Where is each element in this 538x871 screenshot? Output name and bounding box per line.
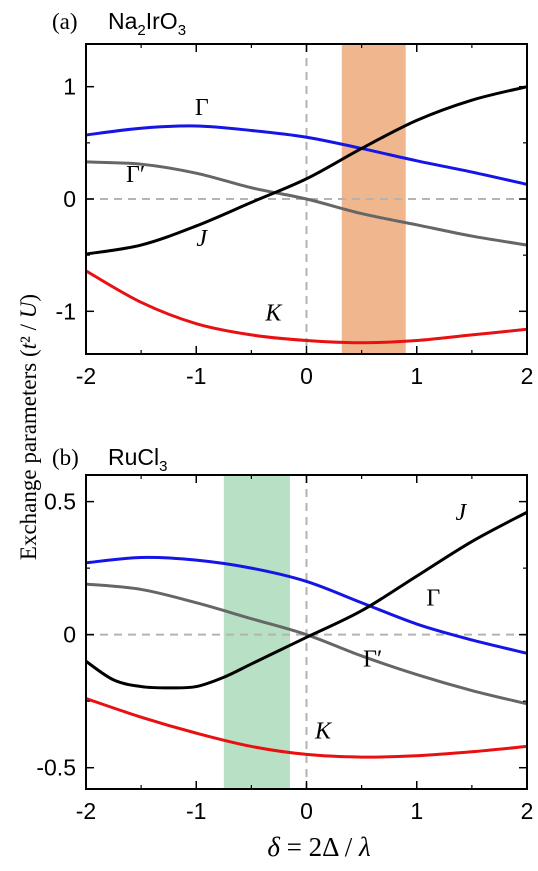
x-tick-label: 2 [521,363,534,389]
series-line [86,582,527,706]
panel-a-label: (a) [52,9,78,34]
shaded-region [223,475,290,789]
y-tick-label: 0 [63,186,76,212]
series-line [86,85,527,256]
x-tick-label: 1 [410,798,423,824]
y-tick-label: -0.5 [36,755,76,781]
x-tick-label: -2 [76,363,96,389]
material-part: RuCl [108,444,159,470]
panel-a: (a) Na2IrO3 ΓΓ′JK-2 -1 0 1 2-101 [52,8,533,389]
series-label: J [196,226,208,252]
x-tick-label: 0 [300,798,313,824]
x-tick-label: 1 [410,363,423,389]
x-tick-label: -2 [76,798,96,824]
series-group [86,85,527,345]
y-tick-label: 0 [63,622,76,648]
series-label: Γ′ [363,647,382,673]
material-part: Na [108,8,138,34]
series-line [86,124,527,186]
panel-a-material: Na2IrO3 [108,8,186,39]
series-label: Γ [195,95,209,121]
x-tick-label: -1 [186,798,206,824]
x-tick-label: 0 [300,363,313,389]
panel-b-label: (b) [52,445,79,470]
series-label: K [264,300,283,326]
series-line [86,697,527,759]
x-axis-label: δ = 2Δ / λ [267,832,371,862]
series-line [86,510,527,690]
material-part: 2 [137,22,145,39]
material-part: IrO [146,8,178,34]
panel-b-material: RuCl3 [108,444,167,475]
series-group [86,510,527,759]
series-line [86,269,527,345]
material-part: 3 [159,458,167,475]
series-label: Γ′ [126,162,145,188]
series-label: Γ [426,585,440,611]
series-line [86,555,527,655]
series-label: J [456,500,468,526]
series-label: K [314,718,333,744]
y-tick-label: 0.5 [44,489,76,515]
y-tick-label: 1 [63,74,76,100]
y-tick-label: -1 [56,298,76,324]
y-axis-label: Exchange parameters (t² / U) [16,294,41,560]
panel-b: (b) RuCl3 Γ Γ′ J K -2 -1 0 1 2 -0.5 0 0.5 [36,444,533,824]
series-line [86,160,527,247]
x-tick-label: -1 [186,363,206,389]
material-part: 3 [178,22,186,39]
x-tick-label: 2 [521,798,534,824]
